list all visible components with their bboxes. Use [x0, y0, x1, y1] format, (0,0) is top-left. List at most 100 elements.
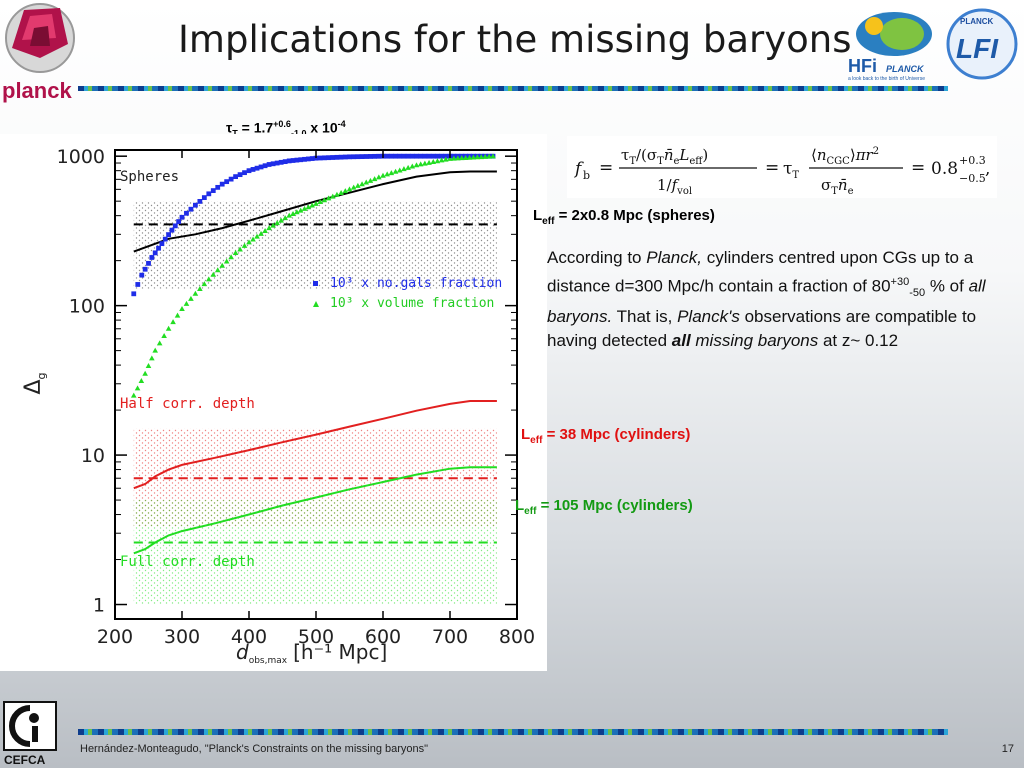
planck-logo-text: planck: [2, 78, 72, 103]
green-triangle-point: [130, 392, 137, 398]
green-triangle-point: [188, 295, 194, 301]
blue-square-point: [418, 153, 424, 159]
green-triangle-point: [388, 170, 395, 176]
green-triangle-point: [426, 159, 432, 165]
chart-panel: Spheres Half corr. depth Full corr. depth 1…: [0, 134, 547, 671]
blue-square-point: [290, 158, 296, 163]
tau-symbol: τ: [226, 119, 233, 136]
blue-square-point: [302, 156, 307, 162]
formula-result-sup: +0.3: [959, 154, 986, 167]
blue-square-point: [298, 157, 304, 163]
blue-square-point: [282, 159, 288, 165]
blue-square-point: [142, 266, 148, 272]
blue-square-point: [393, 153, 398, 159]
blue-square-point: [414, 153, 419, 159]
green-triangle-point: [470, 154, 477, 160]
green-triangle-point: [262, 227, 268, 233]
tau-exp: -4: [337, 119, 346, 129]
blue-square-point: [250, 167, 256, 172]
blue-square-point: [152, 250, 158, 256]
svg-text:1/fvol: 1/fvol: [657, 176, 692, 197]
page-number: 17: [1001, 743, 1014, 755]
svg-text:=: =: [765, 158, 779, 178]
tau-value: = 1.7: [237, 119, 274, 136]
green-triangle-point: [206, 276, 212, 282]
blue-square-point: [430, 153, 436, 159]
green-triangle-point: [451, 155, 457, 161]
green-triangle-point: [325, 195, 332, 201]
green-triangle-point: [145, 363, 152, 369]
blue-square-point: [294, 157, 300, 163]
blue-square-point: [359, 154, 365, 159]
green-triangle-point: [392, 168, 399, 174]
green-triangle-point: [376, 174, 382, 180]
blue-square-point: [159, 241, 165, 247]
y-axis-label: Δg: [21, 372, 48, 394]
green-triangle-point: [478, 154, 485, 160]
green-triangle-point: [355, 182, 361, 188]
planck-logo: planck: [0, 0, 80, 104]
green-triangle-point: [228, 254, 234, 260]
green-series-line: [133, 466, 497, 555]
lfi-logo-top: PLANCK: [960, 17, 994, 26]
green-triangle-point: [401, 166, 407, 172]
green-triangle-point: [417, 161, 424, 167]
half-corr-annotation: Half corr. depth: [120, 396, 255, 412]
svg-text:=: =: [599, 158, 613, 178]
hfi-logo-tagline: a look back to the birth of Universe: [848, 76, 925, 82]
green-triangle-point: [443, 156, 449, 162]
blue-square-point: [219, 181, 225, 187]
blue-square-point: [197, 198, 203, 204]
green-triangle-point: [474, 154, 481, 160]
x-tick-label: 300: [164, 626, 200, 648]
blue-square-point: [363, 154, 369, 159]
leff-full-label: Leff = 105 Mpc (cylinders): [515, 497, 693, 517]
blue-square-point: [228, 176, 234, 182]
blue-square-point: [401, 153, 407, 159]
blue-square-point: [426, 153, 432, 159]
green-triangle-point: [430, 159, 437, 165]
green-triangle-point: [183, 300, 190, 306]
green-triangle-point: [305, 204, 312, 210]
blue-square-point: [397, 153, 403, 159]
blue-square-point: [278, 159, 284, 165]
tau-suffix: x 10: [306, 119, 338, 136]
blue-square-point: [176, 219, 182, 224]
green-triangle-point: [338, 189, 344, 195]
green-triangle-point: [149, 355, 155, 361]
green-triangle-point: [359, 181, 365, 187]
green-triangle-point: [282, 215, 288, 221]
page-title: Implications for the missing baryons: [178, 18, 852, 61]
green-triangle-point: [197, 285, 203, 291]
green-triangle-point: [321, 197, 328, 203]
blue-square-point: [258, 164, 264, 170]
blue-square-point: [215, 184, 221, 190]
green-triangle-point: [313, 200, 319, 206]
green-triangle-point: [241, 242, 248, 248]
green-triangle-point: [274, 220, 280, 226]
green-triangle-point: [422, 160, 428, 166]
green-triangle-point: [246, 239, 252, 245]
hfi-logo-sub: PLANCK: [886, 64, 925, 74]
green-triangle-point: [438, 157, 445, 163]
green-triangle-point: [413, 162, 420, 168]
blue-square-point: [286, 158, 292, 164]
green-triangle-point: [156, 340, 163, 346]
green-triangle-point: [270, 222, 276, 228]
tau-label: τT = 1.7+0.6-1.0 x 10-4: [226, 119, 346, 138]
footer-divider: [78, 729, 948, 735]
green-triangle-point: [371, 176, 378, 182]
green-triangle-point: [455, 155, 461, 161]
blue-square-point: [334, 154, 340, 160]
x-tick-label: 200: [97, 626, 133, 648]
blue-square-point: [201, 195, 207, 201]
green-triangle-point: [152, 347, 158, 353]
green-triangle-point: [250, 236, 256, 242]
green-triangle-point: [223, 258, 230, 264]
blue-square-point: [270, 161, 276, 167]
blue-square-point: [184, 210, 189, 216]
green-triangle-point: [179, 305, 185, 311]
conclusion-paragraph: According to Planck, cylinders centred u…: [547, 248, 986, 351]
y-tick-label: 10: [81, 445, 105, 467]
green-triangle-point: [286, 212, 292, 218]
